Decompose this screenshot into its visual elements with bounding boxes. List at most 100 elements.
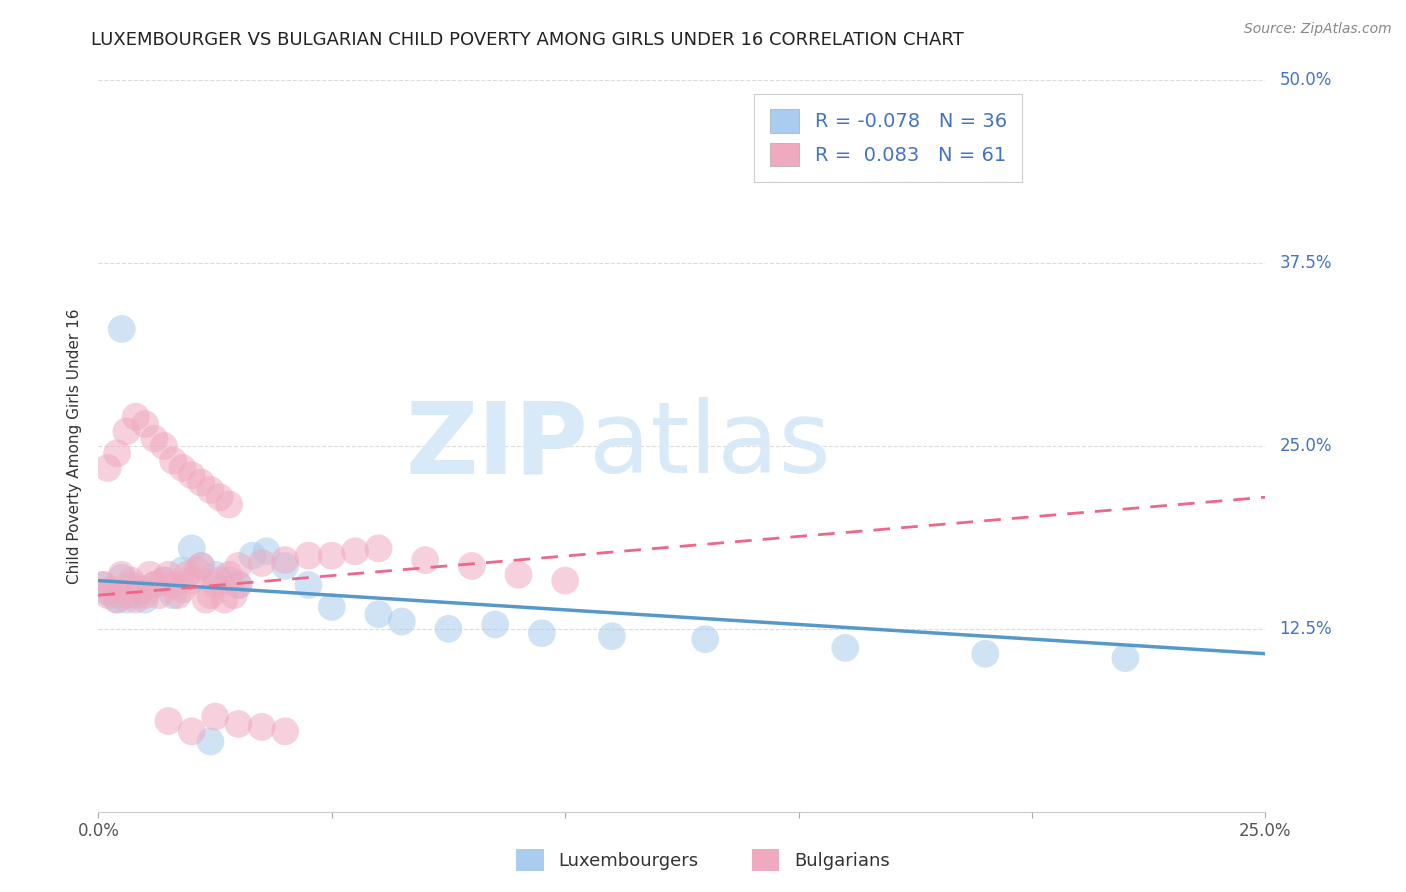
Point (321, 599, 343, 614)
Point (97, 585, 120, 599)
Point (208, 574, 231, 588)
Point (321, 549, 343, 563)
Point (974, 647, 997, 661)
Point (186, 563, 208, 577)
Point (208, 490, 231, 504)
Point (176, 567, 198, 582)
Point (344, 544, 367, 558)
Point (120, 574, 142, 588)
Point (129, 582, 152, 597)
Point (274, 553, 297, 567)
Point (105, 592, 128, 607)
Point (297, 578, 319, 592)
Point (134, 592, 156, 607)
Point (101, 588, 124, 602)
Point (143, 578, 166, 592)
Point (172, 582, 194, 597)
Point (162, 578, 184, 592)
Text: Source: ZipAtlas.com: Source: ZipAtlas.com (1244, 22, 1392, 37)
Point (214, 592, 236, 607)
Point (143, 432, 166, 446)
Point (190, 475, 212, 490)
Point (180, 468, 202, 483)
Point (190, 558, 212, 573)
Point (157, 714, 180, 728)
Point (200, 588, 222, 602)
Point (180, 541, 202, 556)
Point (97, 588, 120, 602)
Text: 37.5%: 37.5% (1279, 254, 1331, 272)
Point (250, 720, 273, 734)
Point (148, 588, 170, 602)
Point (228, 717, 250, 731)
Point (115, 592, 138, 607)
Legend: R = -0.078   N = 36, R =  0.083   N = 61: R = -0.078 N = 36, R = 0.083 N = 61 (755, 94, 1022, 182)
Point (256, 544, 278, 558)
Point (134, 417, 156, 431)
Point (105, 446, 128, 460)
Point (554, 574, 576, 588)
Point (1114, 651, 1136, 665)
Point (105, 592, 128, 607)
Point (391, 615, 413, 629)
Text: LUXEMBOURGER VS BULGARIAN CHILD POVERTY AMONG GIRLS UNDER 16 CORRELATION CHART: LUXEMBOURGER VS BULGARIAN CHILD POVERTY … (91, 31, 965, 49)
Text: ZIP: ZIP (406, 398, 589, 494)
Point (600, 629, 623, 643)
Point (111, 322, 134, 336)
Point (162, 453, 184, 467)
Point (180, 574, 202, 588)
Point (166, 588, 188, 602)
Point (129, 585, 152, 599)
Point (157, 567, 180, 582)
Point (367, 541, 389, 556)
Text: atlas: atlas (589, 398, 830, 494)
Point (91, 578, 114, 592)
Point (204, 578, 226, 592)
Point (97, 461, 120, 475)
Point (461, 558, 484, 573)
Point (484, 617, 506, 632)
Point (437, 622, 460, 636)
Point (367, 607, 389, 622)
Point (834, 640, 856, 655)
Point (139, 567, 162, 582)
Point (274, 724, 297, 739)
Point (180, 724, 202, 739)
Point (115, 425, 138, 439)
Point (228, 578, 250, 592)
Point (242, 549, 264, 563)
Point (162, 588, 184, 602)
Point (101, 582, 124, 597)
Point (228, 558, 250, 573)
Point (143, 578, 166, 592)
Point (172, 461, 194, 475)
Text: 12.5%: 12.5% (1279, 620, 1331, 638)
Point (115, 588, 138, 602)
Point (111, 567, 134, 582)
Y-axis label: Child Poverty Among Girls Under 16: Child Poverty Among Girls Under 16 (67, 309, 83, 583)
Point (218, 498, 240, 512)
Point (508, 567, 530, 582)
Point (218, 567, 240, 582)
Point (413, 553, 436, 567)
Point (111, 571, 134, 585)
Point (218, 574, 240, 588)
Text: 50.0%: 50.0% (1279, 71, 1331, 89)
Point (134, 588, 156, 602)
Point (125, 592, 148, 607)
Point (200, 734, 222, 748)
Point (125, 409, 148, 424)
Point (190, 558, 212, 573)
Text: 25.0%: 25.0% (1279, 437, 1331, 455)
Point (222, 588, 245, 602)
Point (204, 709, 226, 723)
Point (695, 632, 717, 646)
Point (194, 592, 217, 607)
Point (152, 574, 174, 588)
Point (297, 549, 319, 563)
Point (530, 626, 553, 640)
Point (152, 439, 174, 453)
Point (228, 578, 250, 592)
Point (200, 483, 222, 497)
Point (152, 574, 174, 588)
